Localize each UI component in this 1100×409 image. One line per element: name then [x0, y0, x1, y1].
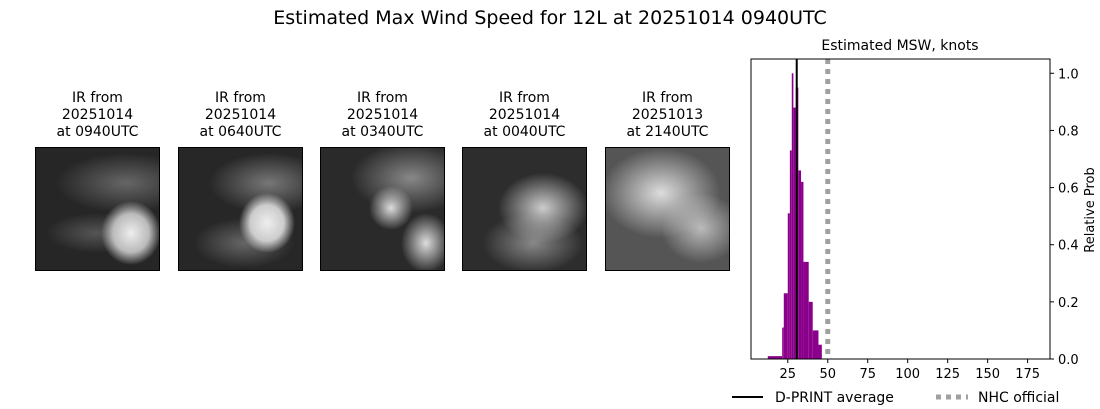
ir-caption-line1: IR from: [357, 90, 408, 106]
x-tick-label: 150: [975, 367, 1000, 382]
y-tick-label: 1.0: [1058, 67, 1079, 82]
histogram-bar: [808, 301, 813, 359]
ir-satellite-image: [320, 147, 445, 271]
histogram-bar: [791, 73, 794, 360]
ir-panel: IR from 20251014 at 0940UTC: [35, 90, 160, 271]
ir-caption-date: 20251014: [204, 107, 277, 123]
plot-frame: [750, 58, 1051, 360]
figure-title: Estimated Max Wind Speed for 12L at 2025…: [273, 7, 827, 29]
y-axis-label: Relative Prob: [1083, 167, 1098, 252]
y-tick-label: 0.6: [1058, 182, 1079, 197]
histogram-bar: [801, 181, 804, 359]
legend-nhc-label: NHC official: [978, 390, 1059, 406]
x-tick-label: 100: [895, 367, 920, 382]
x-tick-label: 175: [1015, 367, 1040, 382]
x-tick-label: 75: [859, 367, 876, 382]
histogram-bar: [818, 344, 822, 359]
x-tick-label: 125: [935, 367, 960, 382]
ir-caption-time: at 2140UTC: [626, 124, 709, 140]
ir-panel: IR from 20251013 at 2140UTC: [605, 90, 730, 271]
ir-satellite-image: [462, 147, 587, 271]
histogram-bar: [783, 293, 788, 359]
ir-caption-time: at 0340UTC: [341, 124, 424, 140]
ir-panel: IR from 20251014 at 0040UTC: [462, 90, 587, 271]
y-tick-label: 0.8: [1058, 124, 1079, 139]
y-tick-label: 0.0: [1058, 353, 1079, 368]
ir-caption-time: at 0040UTC: [483, 124, 566, 140]
histogram-bar: [787, 213, 790, 359]
ir-caption-time: at 0640UTC: [199, 124, 282, 140]
legend: D-PRINT average NHC official: [732, 390, 1059, 406]
histogram-bar: [767, 356, 783, 359]
ir-caption-line1: IR from: [72, 90, 123, 106]
ir-caption-line1: IR from: [499, 90, 550, 106]
chart-title: Estimated MSW, knots: [821, 38, 978, 54]
histogram-bar: [798, 170, 802, 359]
x-tick-label: 25: [780, 367, 797, 382]
histogram-bar: [803, 261, 809, 359]
legend-dprint-label: D-PRINT average: [775, 390, 894, 406]
histogram-bar: [789, 150, 792, 359]
histogram-bar: [812, 330, 819, 359]
histogram-bar: [793, 107, 796, 359]
ir-caption-line1: IR from: [215, 90, 266, 106]
y-tick-label: 0.2: [1058, 296, 1079, 311]
ir-caption-date: 20251014: [346, 107, 419, 123]
histogram-bar: [782, 327, 784, 359]
y-tick-label: 0.4: [1058, 239, 1079, 254]
ir-caption-date: 20251014: [61, 107, 134, 123]
x-tick-label: 50: [819, 367, 836, 382]
ir-caption-line1: IR from: [642, 90, 693, 106]
ir-satellite-image: [178, 147, 303, 271]
ir-satellite-image: [605, 147, 730, 271]
ir-satellite-image: [35, 147, 160, 271]
ir-panel: IR from 20251014 at 0640UTC: [178, 90, 303, 271]
ir-caption-date: 20251013: [631, 107, 704, 123]
ir-panel: IR from 20251014 at 0340UTC: [320, 90, 445, 271]
ir-caption-time: at 0940UTC: [56, 124, 139, 140]
ir-caption-date: 20251014: [488, 107, 561, 123]
